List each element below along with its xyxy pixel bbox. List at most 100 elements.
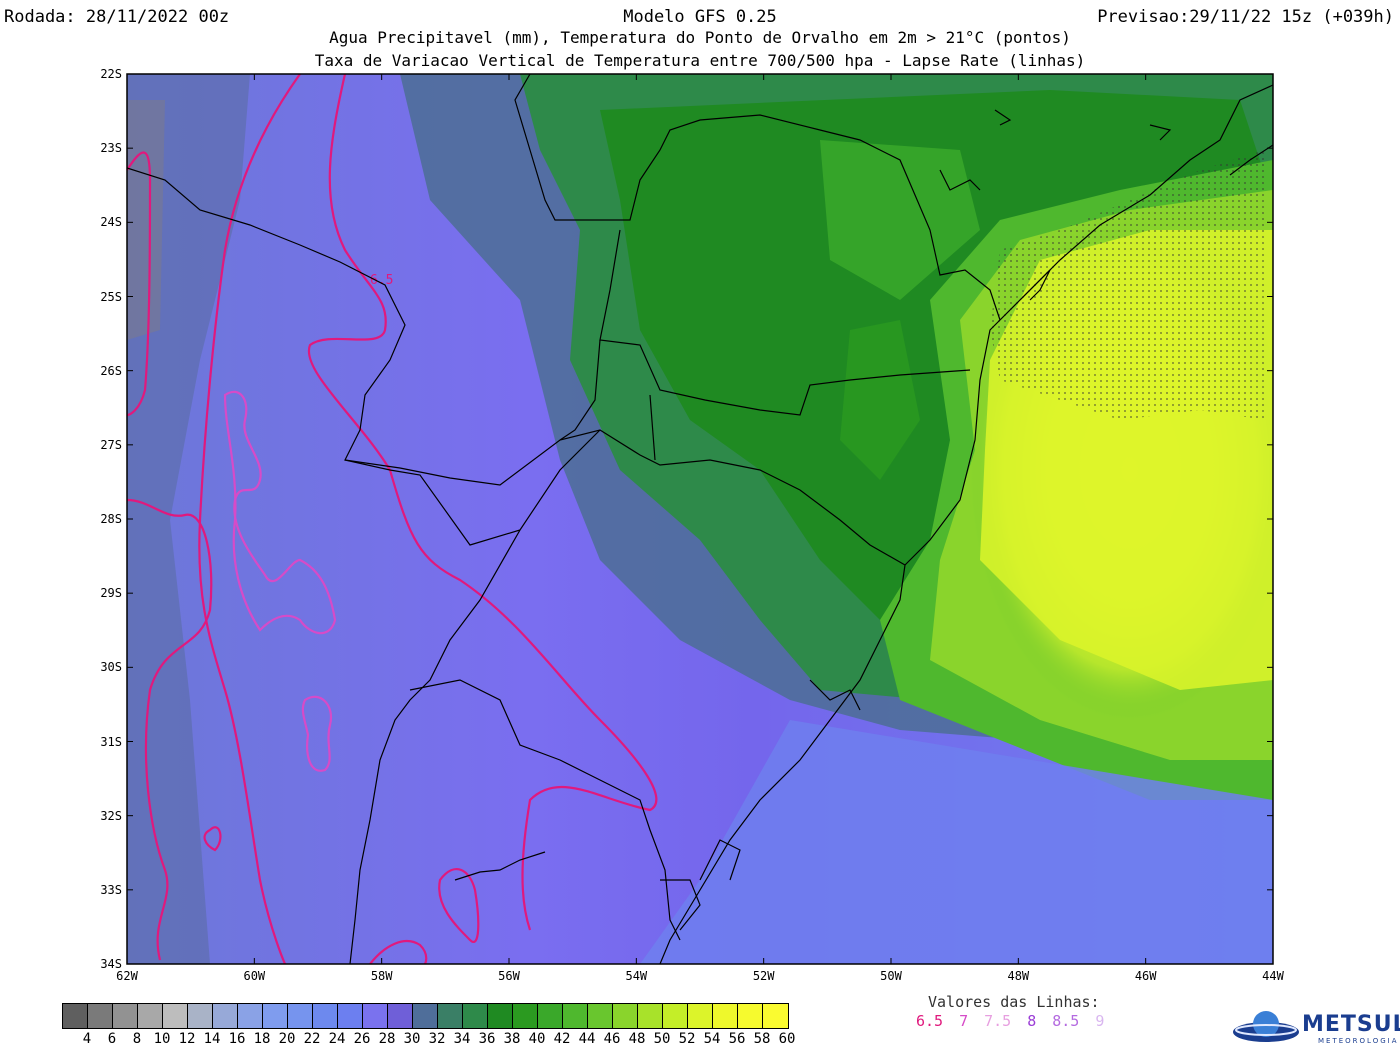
colorbar-swatch bbox=[413, 1004, 438, 1028]
forecast-time-label: Previsao:29/11/22 15z (+039h) bbox=[1097, 7, 1394, 27]
latitude-label: 32S bbox=[100, 808, 122, 823]
legend-title: Valores das Linhas: bbox=[928, 993, 1100, 1011]
colorbar-label: 44 bbox=[578, 1031, 596, 1047]
colorbar-label: 34 bbox=[453, 1031, 471, 1047]
legend-value: 8.5 bbox=[1052, 1012, 1080, 1030]
logo-subtext: METEOROLOGIA bbox=[1318, 1037, 1399, 1045]
lapse-contour-7 bbox=[301, 695, 333, 772]
metsul-globe-icon bbox=[1233, 1011, 1299, 1042]
latitude-label: 22S bbox=[100, 67, 122, 81]
lapse-rate-contours bbox=[127, 74, 658, 964]
colorbar-swatch bbox=[763, 1004, 788, 1028]
longitude-label: 56W bbox=[498, 969, 520, 983]
colorbar-label: 4 bbox=[82, 1031, 92, 1047]
colorbar-swatch bbox=[238, 1004, 263, 1028]
colorbar-swatch bbox=[638, 1004, 663, 1028]
subtitle-lapse-rate: Taxa de Variacao Vertical de Temperatura… bbox=[314, 51, 1086, 70]
colorbar-label: 20 bbox=[278, 1031, 296, 1047]
colorbar-swatch bbox=[288, 1004, 313, 1028]
colorbar-label: 50 bbox=[653, 1031, 671, 1047]
colorbar-label: 46 bbox=[603, 1031, 621, 1047]
longitude-label: 52W bbox=[752, 969, 775, 983]
latitude-label: 23S bbox=[100, 141, 122, 156]
latitude-label: 24S bbox=[100, 215, 122, 230]
colorbar-swatch bbox=[663, 1004, 688, 1028]
lapse-contour-6-5 bbox=[127, 498, 213, 961]
legend-value: 7.5 bbox=[984, 1012, 1012, 1030]
colorbar-label: 30 bbox=[403, 1031, 421, 1047]
colorbar-label: 58 bbox=[753, 1031, 771, 1047]
legend-value: 8 bbox=[1027, 1012, 1037, 1030]
colorbar-swatch bbox=[438, 1004, 463, 1028]
subtitle-fields: Agua Precipitavel (mm), Temperatura do P… bbox=[329, 28, 1071, 47]
latitude-label: 27S bbox=[100, 437, 122, 452]
colorbar-swatch bbox=[88, 1004, 113, 1028]
longitude-label: 62W bbox=[116, 969, 138, 983]
colorbar-swatch bbox=[713, 1004, 738, 1028]
colorbar-label: 32 bbox=[428, 1031, 446, 1047]
colorbar-label: 16 bbox=[228, 1031, 246, 1047]
lapse-contour-6-5 bbox=[307, 74, 658, 931]
model-label: Modelo GFS 0.25 bbox=[623, 7, 777, 27]
longitude-label: 46W bbox=[1134, 969, 1157, 983]
latitude-label: 28S bbox=[100, 512, 122, 526]
colorbar-swatch bbox=[513, 1004, 538, 1028]
colorbar bbox=[62, 1003, 789, 1029]
latitude-label: 34S bbox=[100, 957, 122, 971]
colorbar-swatch bbox=[563, 1004, 588, 1028]
colorbar-swatch bbox=[63, 1004, 88, 1028]
colorbar-label: 6 bbox=[107, 1031, 117, 1047]
colorbar-swatch bbox=[463, 1004, 488, 1028]
colorbar-swatch bbox=[588, 1004, 613, 1028]
colorbar-swatch bbox=[688, 1004, 713, 1028]
colorbar-swatch bbox=[613, 1004, 638, 1028]
logo-text: METSUL bbox=[1302, 1012, 1400, 1037]
lapse-contour-6-5 bbox=[127, 151, 152, 417]
lapse-contour-6-5 bbox=[198, 74, 301, 964]
longitude-label: 58W bbox=[370, 969, 393, 983]
colorbar-swatch bbox=[538, 1004, 563, 1028]
legend-value: 6.5 bbox=[916, 1012, 944, 1030]
latitude-label: 25S bbox=[100, 289, 122, 304]
colorbar-swatch bbox=[138, 1004, 163, 1028]
lapse-contour-7 bbox=[223, 390, 337, 635]
legend-value: 9 bbox=[1095, 1012, 1105, 1030]
colorbar-label: 24 bbox=[328, 1031, 346, 1047]
colorbar-swatch bbox=[163, 1004, 188, 1028]
colorbar-swatch bbox=[313, 1004, 338, 1028]
colorbar-label: 60 bbox=[778, 1031, 796, 1047]
colorbar-label: 38 bbox=[503, 1031, 521, 1047]
colorbar-swatch bbox=[338, 1004, 363, 1028]
borders-coastline bbox=[127, 74, 1273, 964]
colorbar-swatch bbox=[388, 1004, 413, 1028]
lapse-contour-6-5 bbox=[203, 826, 222, 852]
latitude-label: 31S bbox=[100, 734, 122, 749]
longitude-label: 50W bbox=[880, 969, 902, 983]
longitude-label: 60W bbox=[243, 969, 266, 983]
colorbar-label: 56 bbox=[728, 1031, 746, 1047]
colorbar-swatch bbox=[363, 1004, 388, 1028]
run-time-label: Rodada: 28/11/2022 00z bbox=[4, 7, 230, 27]
latitude-label: 30S bbox=[100, 660, 122, 675]
colorbar-label: 28 bbox=[378, 1031, 396, 1047]
longitude-label: 54W bbox=[625, 969, 648, 983]
latitude-label: 26S bbox=[100, 363, 122, 378]
contour-label: 6.5 bbox=[370, 273, 393, 288]
colorbar-swatch bbox=[188, 1004, 213, 1028]
longitude-label: 44W bbox=[1262, 969, 1284, 983]
colorbar-label: 42 bbox=[553, 1031, 571, 1047]
colorbar-label: 8 bbox=[132, 1031, 142, 1047]
legend-values: 6.5 7 7.5 8 8.5 9 bbox=[916, 1012, 1104, 1030]
colorbar-label: 26 bbox=[353, 1031, 371, 1047]
legend-value: 7 bbox=[959, 1012, 969, 1030]
colorbar-swatch bbox=[113, 1004, 138, 1028]
lapse-contour-6-5 bbox=[369, 940, 428, 964]
colorbar-label: 10 bbox=[153, 1031, 171, 1047]
colorbar-label: 22 bbox=[303, 1031, 321, 1047]
colorbar-label: 12 bbox=[178, 1031, 196, 1047]
colorbar-label: 36 bbox=[478, 1031, 496, 1047]
colorbar-swatch bbox=[213, 1004, 238, 1028]
latitude-label: 29S bbox=[100, 586, 122, 601]
longitude-label: 48W bbox=[1007, 969, 1030, 983]
